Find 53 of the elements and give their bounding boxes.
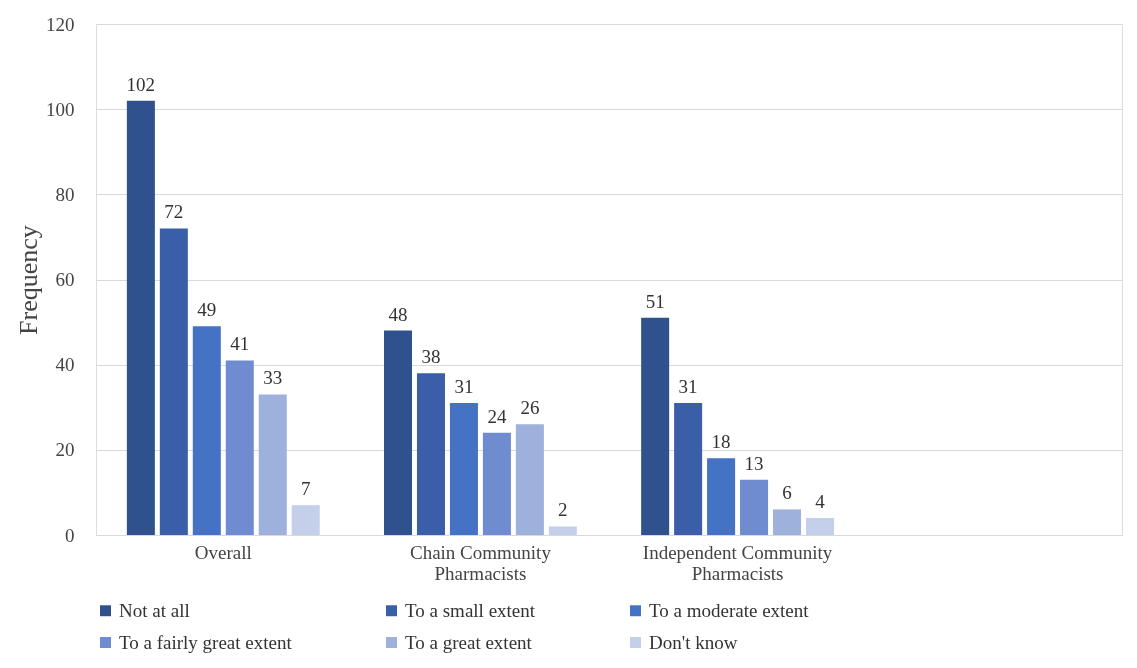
data-label: 24 (487, 405, 507, 427)
bar (641, 317, 670, 535)
data-label: 72 (164, 201, 184, 223)
bar (674, 402, 703, 535)
data-label: 31 (678, 375, 698, 397)
y-tick-label: 40 (55, 354, 75, 376)
bar (384, 330, 413, 535)
y-tick-label: 0 (65, 524, 75, 546)
bar (548, 526, 577, 535)
data-label: 4 (815, 490, 826, 512)
x-tick-label: Chain Community Pharmacists (409, 541, 552, 584)
bar (740, 479, 769, 535)
bar (707, 458, 736, 535)
legend-label: Don't know (649, 631, 738, 653)
legend-label: To a moderate extent (649, 599, 810, 621)
y-tick-label: 80 (55, 183, 75, 205)
data-label: 38 (421, 346, 441, 368)
data-label: 2 (558, 499, 568, 521)
bar (449, 402, 478, 535)
data-label: 13 (744, 452, 764, 474)
bar (416, 373, 445, 535)
data-label: 6 (782, 482, 792, 504)
bar (258, 394, 287, 535)
data-label: 31 (454, 375, 474, 397)
legend-label: Not at all (119, 599, 190, 621)
bar (482, 432, 511, 535)
data-label: 48 (388, 303, 408, 325)
data-label: 7 (300, 478, 311, 500)
data-label: 49 (197, 299, 217, 321)
bar (225, 360, 254, 535)
bar (192, 326, 221, 535)
legend-label: To a fairly great extent (119, 631, 293, 653)
x-tick-label: Overall (194, 541, 252, 563)
y-tick-label: 20 (55, 439, 75, 461)
y-tick-label: 120 (46, 13, 75, 35)
bar (805, 517, 834, 535)
data-label: 18 (711, 431, 731, 453)
bar (291, 505, 320, 535)
data-label: 51 (645, 290, 665, 312)
bar (126, 100, 155, 535)
data-label: 102 (126, 73, 156, 95)
data-label: 33 (263, 367, 283, 389)
bar (515, 424, 544, 535)
y-axis-title: Frequency (14, 225, 43, 335)
y-tick-label: 100 (46, 98, 75, 120)
legend-label: To a small extent (405, 599, 536, 621)
y-tick-label: 60 (55, 269, 75, 290)
bar (773, 509, 802, 535)
data-label: 26 (520, 397, 540, 419)
x-tick-label: Independent Community Pharmacists (642, 541, 833, 584)
data-label: 41 (230, 333, 250, 355)
bar (159, 228, 188, 535)
legend-label: To a great extent (405, 631, 533, 653)
